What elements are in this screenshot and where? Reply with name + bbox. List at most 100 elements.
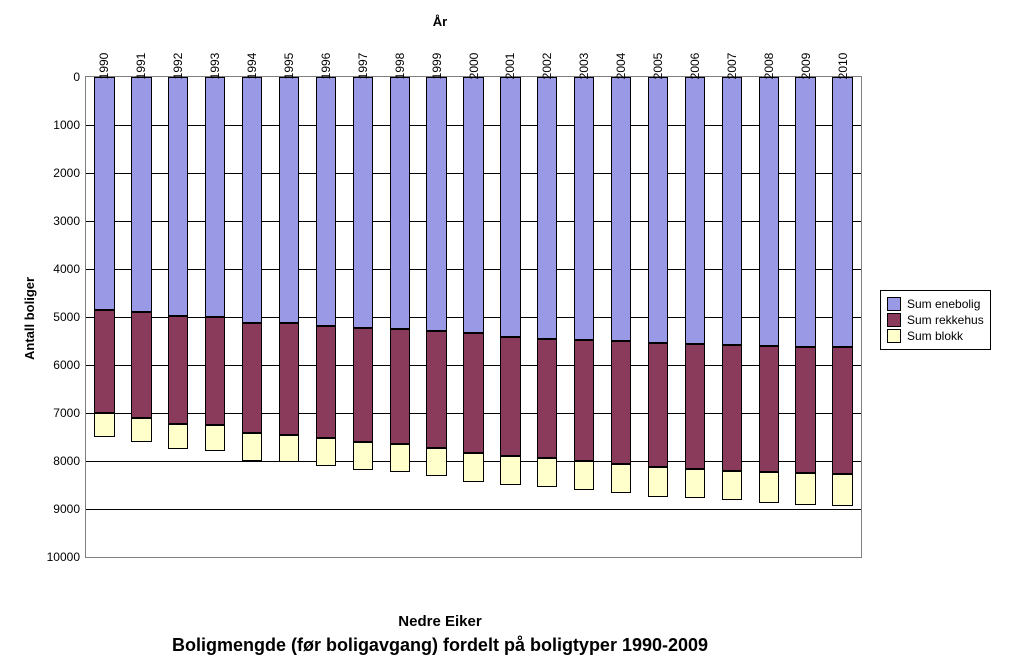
bar-segment-rekkehus xyxy=(353,328,373,442)
bar-segment-enebolig xyxy=(279,77,299,323)
legend-label: Sum blokk xyxy=(907,329,963,343)
y-tick-label: 8000 xyxy=(53,454,80,468)
x-tick-label: 1991 xyxy=(134,53,148,80)
bar-segment-blokk xyxy=(168,424,188,449)
bar-segment-enebolig xyxy=(722,77,742,345)
x-tick-label: 1992 xyxy=(171,53,185,80)
bar-column xyxy=(390,77,410,557)
plot-area: 0100020003000400050006000700080009000100… xyxy=(85,76,862,558)
legend: Sum enebolig Sum rekkehus Sum blokk xyxy=(880,290,991,350)
bar-segment-rekkehus xyxy=(316,326,336,439)
x-tick-label: 2009 xyxy=(799,53,813,80)
bar-segment-rekkehus xyxy=(242,323,262,433)
bar-segment-enebolig xyxy=(537,77,557,339)
y-tick-label: 6000 xyxy=(53,358,80,372)
bar-segment-blokk xyxy=(832,474,852,505)
legend-item-enebolig: Sum enebolig xyxy=(887,297,984,311)
x-tick-label: 1997 xyxy=(356,53,370,80)
bar-segment-blokk xyxy=(685,469,705,499)
bar-column xyxy=(832,77,852,557)
legend-swatch-icon xyxy=(887,329,901,343)
x-tick-label: 2000 xyxy=(467,53,481,80)
bar-column xyxy=(426,77,446,557)
bar-column xyxy=(94,77,114,557)
bar-segment-rekkehus xyxy=(759,346,779,472)
bar-segment-blokk xyxy=(353,442,373,470)
bar-column xyxy=(537,77,557,557)
bar-segment-enebolig xyxy=(353,77,373,328)
legend-swatch-icon xyxy=(887,313,901,327)
bar-segment-rekkehus xyxy=(426,331,446,448)
y-tick-label: 3000 xyxy=(53,214,80,228)
bar-segment-rekkehus xyxy=(168,316,188,424)
legend-swatch-icon xyxy=(887,297,901,311)
bar-column xyxy=(131,77,151,557)
bar-segment-rekkehus xyxy=(390,329,410,444)
bar-segment-blokk xyxy=(463,453,483,482)
bar-column xyxy=(574,77,594,557)
chart-title: Boligmengde (før boligavgang) fordelt på… xyxy=(0,635,880,656)
y-tick-label: 10000 xyxy=(47,550,80,564)
x-tick-label: 2006 xyxy=(688,53,702,80)
bar-segment-enebolig xyxy=(131,77,151,312)
bar-segment-rekkehus xyxy=(205,317,225,425)
bar-segment-rekkehus xyxy=(574,340,594,461)
y-tick-label: 0 xyxy=(73,70,80,84)
bar-segment-enebolig xyxy=(168,77,188,316)
bar-segment-blokk xyxy=(426,448,446,476)
x-tick-label: 2002 xyxy=(540,53,554,80)
bar-segment-rekkehus xyxy=(131,312,151,418)
bar-segment-blokk xyxy=(242,433,262,461)
bar-segment-enebolig xyxy=(463,77,483,333)
y-tick-label: 2000 xyxy=(53,166,80,180)
chart-subtitle: Nedre Eiker xyxy=(0,613,880,630)
bar-segment-blokk xyxy=(205,425,225,451)
legend-item-rekkehus: Sum rekkehus xyxy=(887,313,984,327)
bar-segment-rekkehus xyxy=(94,310,114,413)
y-axis-title: Antall boliger xyxy=(22,277,37,360)
bar-column xyxy=(722,77,742,557)
bar-column xyxy=(205,77,225,557)
bar-segment-blokk xyxy=(390,444,410,472)
x-tick-label: 1993 xyxy=(208,53,222,80)
bar-segment-enebolig xyxy=(795,77,815,347)
bar-segment-enebolig xyxy=(611,77,631,341)
bar-column xyxy=(759,77,779,557)
chart-container: Boligmengde (før boligavgang) fordelt på… xyxy=(0,0,1023,670)
bar-segment-enebolig xyxy=(648,77,668,343)
x-tick-label: 2001 xyxy=(503,53,517,80)
bar-column xyxy=(611,77,631,557)
bar-segment-rekkehus xyxy=(611,341,631,464)
y-tick-label: 9000 xyxy=(53,502,80,516)
bar-segment-blokk xyxy=(611,464,631,493)
bar-segment-enebolig xyxy=(242,77,262,323)
y-tick-label: 1000 xyxy=(53,118,80,132)
x-axis-title: År xyxy=(0,14,880,29)
x-tick-label: 1999 xyxy=(430,53,444,80)
bar-segment-blokk xyxy=(94,413,114,437)
bar-column xyxy=(463,77,483,557)
bar-segment-enebolig xyxy=(390,77,410,329)
x-tick-label: 1998 xyxy=(393,53,407,80)
bar-segment-rekkehus xyxy=(832,347,852,474)
x-tick-label: 2008 xyxy=(762,53,776,80)
bar-segment-blokk xyxy=(648,467,668,497)
x-tick-label: 2010 xyxy=(836,53,850,80)
bar-segment-blokk xyxy=(759,472,779,503)
x-tick-label: 1994 xyxy=(245,53,259,80)
x-tick-label: 2003 xyxy=(577,53,591,80)
bar-segment-blokk xyxy=(279,435,299,463)
bar-segment-rekkehus xyxy=(500,337,520,456)
legend-label: Sum rekkehus xyxy=(907,313,984,327)
bar-segment-rekkehus xyxy=(279,323,299,434)
bar-segment-blokk xyxy=(574,461,594,490)
bar-column xyxy=(353,77,373,557)
bar-column xyxy=(279,77,299,557)
bar-column xyxy=(168,77,188,557)
bar-segment-enebolig xyxy=(574,77,594,340)
bar-segment-enebolig xyxy=(94,77,114,310)
bar-column xyxy=(685,77,705,557)
bar-segment-enebolig xyxy=(832,77,852,347)
y-tick-label: 5000 xyxy=(53,310,80,324)
x-tick-label: 1990 xyxy=(97,53,111,80)
